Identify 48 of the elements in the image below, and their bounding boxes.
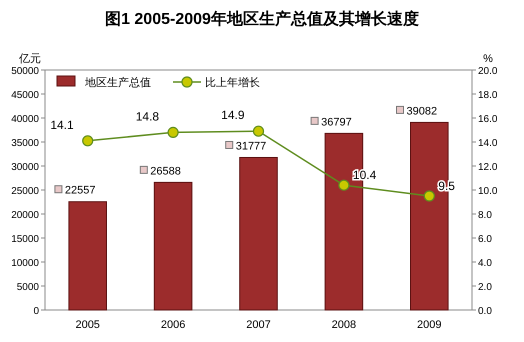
point [424,190,435,202]
x-tick-label: 2005 [75,319,100,331]
x-tick-label: 2007 [246,319,271,331]
x-tick-label: 2006 [160,319,186,331]
y-tick-label: 35000 [11,138,40,149]
y-tick-label: 40000 [11,114,40,125]
point [82,135,94,146]
y-tick-label: 50000 [11,66,40,77]
bar [154,182,192,310]
y-tick-label: 25000 [11,186,40,197]
x-tick-label: 2009 [417,319,442,331]
y2-tick-label: 8.0 [478,210,492,221]
point [168,126,179,138]
y2-tick-label: 10.0 [478,186,498,197]
bar [239,156,278,310]
y2-axis-title: % [483,53,494,65]
y2-tick-label: 4.0 [478,258,492,269]
data-label: 31777 [236,140,266,152]
y-tick-label: 10000 [11,258,40,269]
y-tick-label: 30000 [11,162,40,173]
y2-tick-label: 14.0 [478,138,498,149]
chart-title: 图1 2005-2009年地区生产总值及其增长速度 [105,9,419,28]
y2-tick-label: 2.0 [478,282,492,293]
y-tick-label: 45000 [11,90,40,101]
legend-label: 地区生产总值 [84,76,151,89]
data-label: 26588 [150,165,181,178]
y2-tick-label: 18.0 [478,90,498,101]
data-label: 36797 [321,116,352,128]
y-tick-label: 5000 [16,282,40,293]
y-tick-label: 15000 [11,234,40,245]
x-tick-label: 2008 [332,319,356,331]
y2-tick-label: 0.0 [478,306,492,317]
y-tick-label: 0 [33,306,40,317]
data-label: 22557 [64,184,96,197]
data-label: 14.8 [136,109,160,124]
y2-tick-label: 12.0 [478,162,498,173]
y2-tick-label: 20.0 [478,66,498,77]
point [252,126,264,137]
data-label: 14.1 [50,118,74,132]
y2-tick-label: 6.0 [478,234,492,245]
point [338,180,350,191]
y-axis-title: 亿元 [18,53,41,65]
data-label: 14.9 [221,108,245,122]
y-tick-label: 20000 [11,210,40,221]
bar [68,201,107,310]
y2-tick-label: 16.0 [478,114,498,125]
legend-label: 比上年增长 [205,76,260,89]
data-label: 39082 [406,105,438,118]
